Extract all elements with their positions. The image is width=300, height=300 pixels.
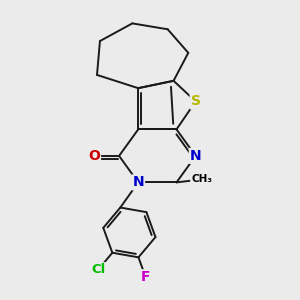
Text: S: S — [190, 94, 201, 108]
Text: CH₃: CH₃ — [191, 174, 212, 184]
Text: N: N — [190, 149, 202, 163]
Text: F: F — [141, 270, 151, 284]
Text: N: N — [132, 176, 144, 189]
Text: Cl: Cl — [91, 263, 105, 276]
Text: O: O — [88, 149, 100, 163]
